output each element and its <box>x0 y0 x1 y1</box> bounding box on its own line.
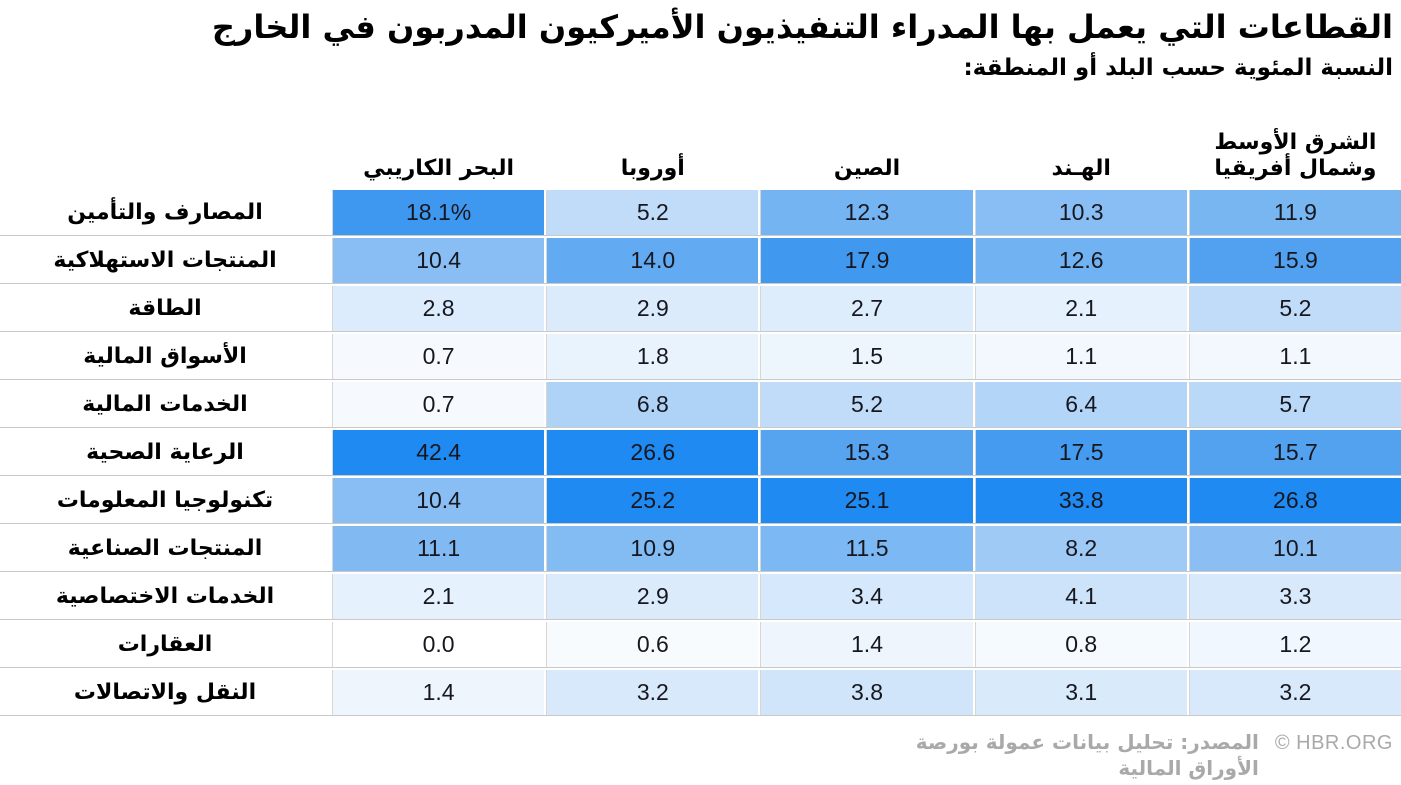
heatmap-cell: 5.2 <box>546 190 759 235</box>
page-title: القطاعات التي يعمل بها المدراء التنفيذيو… <box>211 8 1393 46</box>
header-row: البحر الكاريبي أوروبا الصين الهـند الشرق الأ… <box>0 130 1401 188</box>
heatmap-cell: 5.2 <box>1188 286 1401 331</box>
column-header-3: الهـند <box>1051 155 1111 181</box>
heatmap-cell: 15.7 <box>1188 430 1401 475</box>
heatmap-cell: 3.3 <box>1188 574 1401 619</box>
heatmap-cell: 2.1 <box>332 574 545 619</box>
heatmap-cell: 25.1 <box>760 478 973 523</box>
source-note: المصدر: تحليل بيانات عمولة بورصة الأوراق… <box>915 730 1259 780</box>
heatmap-cell: 10.1 <box>1188 526 1401 571</box>
row-label: النقل والاتصالات <box>73 680 257 705</box>
heatmap-cell: 18.1% <box>332 190 545 235</box>
heatmap-cell: 5.2 <box>760 382 973 427</box>
brand-credit: © HBR.ORG <box>1274 732 1393 754</box>
chart-header: القطاعات التي يعمل بها المدراء التنفيذيو… <box>10 8 1393 81</box>
table-row: المنتجات الصناعية 11.1 10.9 11.5 8.2 10.1 <box>0 526 1401 572</box>
heatmap-cell: 10.4 <box>332 238 545 283</box>
heatmap-cell: 26.8 <box>1188 478 1401 523</box>
heatmap-cell: 14.0 <box>546 238 759 283</box>
heatmap-cell: 11.5 <box>760 526 973 571</box>
heatmap-cell: 11.9 <box>1188 190 1401 235</box>
heatmap-cell: 42.4 <box>332 430 545 475</box>
heatmap-cell: 1.1 <box>974 334 1187 379</box>
heatmap-cell: 15.9 <box>1188 238 1401 283</box>
heatmap-cell: 2.9 <box>546 574 759 619</box>
heatmap-cell: 1.2 <box>1188 622 1401 667</box>
heatmap-cell: 15.3 <box>760 430 973 475</box>
heatmap-cell: 2.1 <box>974 286 1187 331</box>
heatmap-cell: 6.4 <box>974 382 1187 427</box>
heatmap-cell: 1.5 <box>760 334 973 379</box>
heatmap-cell: 10.9 <box>546 526 759 571</box>
heatmap-cell: 0.6 <box>546 622 759 667</box>
table-row: الرعاية الصحية 42.4 26.6 15.3 17.5 15.7 <box>0 430 1401 476</box>
heatmap-cell: 0.7 <box>332 334 545 379</box>
column-header-0: البحر الكاريبي <box>363 155 515 181</box>
page-subtitle: النسبة المئوية حسب البلد أو المنطقة: <box>963 55 1393 82</box>
heatmap-cell: 0.0 <box>332 622 545 667</box>
heatmap-cell: 10.3 <box>974 190 1187 235</box>
heatmap-cell: 5.7 <box>1188 382 1401 427</box>
row-label: الطاقة <box>128 296 202 321</box>
heatmap-cell: 10.4 <box>332 478 545 523</box>
row-label: الرعاية الصحية <box>86 440 244 465</box>
table-row: الطاقة 2.8 2.9 2.7 2.1 5.2 <box>0 286 1401 332</box>
heatmap-cell: 2.9 <box>546 286 759 331</box>
heatmap-cell: 1.8 <box>546 334 759 379</box>
table-row: المصارف والتأمين 18.1% 5.2 12.3 10.3 11.9 <box>0 190 1401 236</box>
heatmap-cell: 2.8 <box>332 286 545 331</box>
heatmap-cell: 1.4 <box>332 670 545 715</box>
heatmap-cell: 6.8 <box>546 382 759 427</box>
heatmap-cell: 4.1 <box>974 574 1187 619</box>
column-header-1: أوروبا <box>620 155 685 181</box>
heatmap-cell: 17.5 <box>974 430 1187 475</box>
heatmap-cell: 3.8 <box>760 670 973 715</box>
heatmap-cell: 33.8 <box>974 478 1187 523</box>
column-header-4: الشرق الأوسط وشمال أفريقيا <box>1214 130 1377 181</box>
row-label: المصارف والتأمين <box>67 200 263 225</box>
row-label: الخدمات الاختصاصية <box>55 584 275 609</box>
table-row: الخدمات الاختصاصية 2.1 2.9 3.4 4.1 3.3 <box>0 574 1401 620</box>
heatmap-cell: 3.2 <box>1188 670 1401 715</box>
table-row: المنتجات الاستهلاكية 10.4 14.0 17.9 12.6 15.9 <box>0 238 1401 284</box>
heatmap-cell: 12.6 <box>974 238 1187 283</box>
heatmap-cell: 0.7 <box>332 382 545 427</box>
heatmap-cell: 3.2 <box>546 670 759 715</box>
heatmap-cell: 11.1 <box>332 526 545 571</box>
row-label: المنتجات الصناعية <box>67 536 263 561</box>
row-label: العقارات <box>117 632 213 657</box>
heatmap-cell: 3.4 <box>760 574 973 619</box>
row-label: الأسواق المالية <box>83 344 247 369</box>
heatmap-cell: 26.6 <box>546 430 759 475</box>
heatmap-cell: 12.3 <box>760 190 973 235</box>
heatmap-cell: 1.4 <box>760 622 973 667</box>
heatmap-table: البحر الكاريبي أوروبا الصين الهـند الشرق الأ… <box>0 130 1401 718</box>
table-row: العقارات 0.0 0.6 1.4 0.8 1.2 <box>0 622 1401 668</box>
table-row: الأسواق المالية 0.7 1.8 1.5 1.1 1.1 <box>0 334 1401 380</box>
table-row: تكنولوجيا المعلومات 10.4 25.2 25.1 33.8 26.8 <box>0 478 1401 524</box>
column-header-2: الصين <box>833 155 901 181</box>
heatmap-cell: 2.7 <box>760 286 973 331</box>
row-label: المنتجات الاستهلاكية <box>53 248 277 273</box>
row-label: الخدمات المالية <box>82 392 248 417</box>
heatmap-cell: 1.1 <box>1188 334 1401 379</box>
heatmap-cell: 0.8 <box>974 622 1187 667</box>
heatmap-cell: 17.9 <box>760 238 973 283</box>
table-row: النقل والاتصالات 1.4 3.2 3.8 3.1 3.2 <box>0 670 1401 716</box>
chart-footer: المصدر: تحليل بيانات عمولة بورصة الأوراق… <box>839 729 1393 781</box>
row-label: تكنولوجيا المعلومات <box>56 488 274 513</box>
heatmap-cell: 25.2 <box>546 478 759 523</box>
heatmap-cell: 8.2 <box>974 526 1187 571</box>
table-row: الخدمات المالية 0.7 6.8 5.2 6.4 5.7 <box>0 382 1401 428</box>
heatmap-cell: 3.1 <box>974 670 1187 715</box>
